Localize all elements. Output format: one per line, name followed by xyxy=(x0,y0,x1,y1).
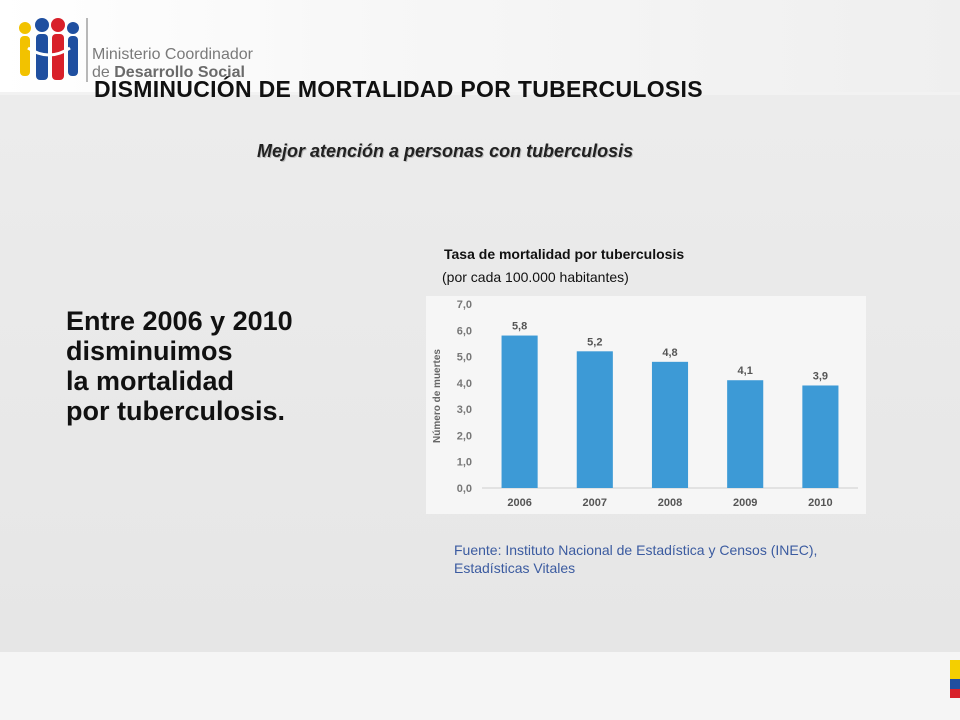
x-tick-label: 2010 xyxy=(808,497,832,509)
flag-yellow xyxy=(950,660,960,679)
y-tick-label: 2,0 xyxy=(457,430,472,442)
footer-band xyxy=(0,652,960,720)
logo-divider xyxy=(86,18,88,82)
bar-value-label: 4,8 xyxy=(662,347,677,359)
y-tick-label: 6,0 xyxy=(457,325,472,337)
bar-2006 xyxy=(501,335,538,488)
chart-title: Tasa de mortalidad por tuberculosis xyxy=(444,246,685,262)
bar-2010 xyxy=(802,385,839,488)
bar-value-label: 5,8 xyxy=(512,321,527,333)
chart-subtitle: (por cada 100.000 habitantes) xyxy=(442,269,629,285)
bar-chart: Número de muertes 0,0 1,0 2,0 3,0 4,0 5,0 6,0 7… xyxy=(432,299,858,509)
slide-subtitle: Mejor atención a personas con tuberculos… xyxy=(257,141,634,161)
chart-container: Número de muertes 0,0 1,0 2,0 3,0 4,0 5,0 6,0 7… xyxy=(426,296,866,514)
org-name-prefix: de xyxy=(92,64,115,81)
x-tick-label: 2009 xyxy=(733,497,757,509)
y-axis-label: Número de muertes xyxy=(432,349,443,443)
statement-line: por tuberculosis. xyxy=(66,396,286,426)
y-tick-label: 3,0 xyxy=(457,404,472,416)
y-tick-label: 4,0 xyxy=(457,378,472,390)
bar-2007 xyxy=(576,351,613,488)
statement-line: disminuimos xyxy=(66,336,233,366)
y-tick-label: 1,0 xyxy=(457,457,472,469)
x-tick-label: 2006 xyxy=(507,497,531,509)
statement-line: Entre 2006 y 2010 xyxy=(66,306,293,336)
source-note: Fuente: Instituto Nacional de Estadístic… xyxy=(454,542,818,576)
y-tick-label: 0,0 xyxy=(457,483,472,495)
header-band xyxy=(0,0,960,92)
bar-2009 xyxy=(727,380,764,488)
header-divider xyxy=(0,92,960,95)
y-tick-label: 5,0 xyxy=(457,352,472,364)
org-name-line2: de Desarrollo Social xyxy=(92,64,245,82)
bar-value-label: 5,2 xyxy=(587,336,602,348)
slide-title: DISMINUCIÓN DE MORTALIDAD POR TUBERCULOS… xyxy=(94,76,703,102)
bar-value-label: 4,1 xyxy=(738,365,753,377)
x-tick-label: 2008 xyxy=(658,497,682,509)
org-name-bold: Desarrollo Social xyxy=(114,64,245,81)
statement-line: la mortalidad xyxy=(66,366,235,396)
flag-red xyxy=(950,689,960,698)
people-logo-icon xyxy=(19,18,79,80)
flag-blue xyxy=(950,679,960,689)
x-tick-label: 2007 xyxy=(583,497,607,509)
flag-stripe xyxy=(950,660,960,698)
key-statement: Entre 2006 y 2010 disminuimos la mortali… xyxy=(66,306,396,426)
bar-2008 xyxy=(651,361,689,488)
org-name-line1: Ministerio Coordinador xyxy=(92,46,253,63)
bar-value-label: 3,9 xyxy=(813,370,828,382)
y-tick-label: 7,0 xyxy=(457,299,472,311)
